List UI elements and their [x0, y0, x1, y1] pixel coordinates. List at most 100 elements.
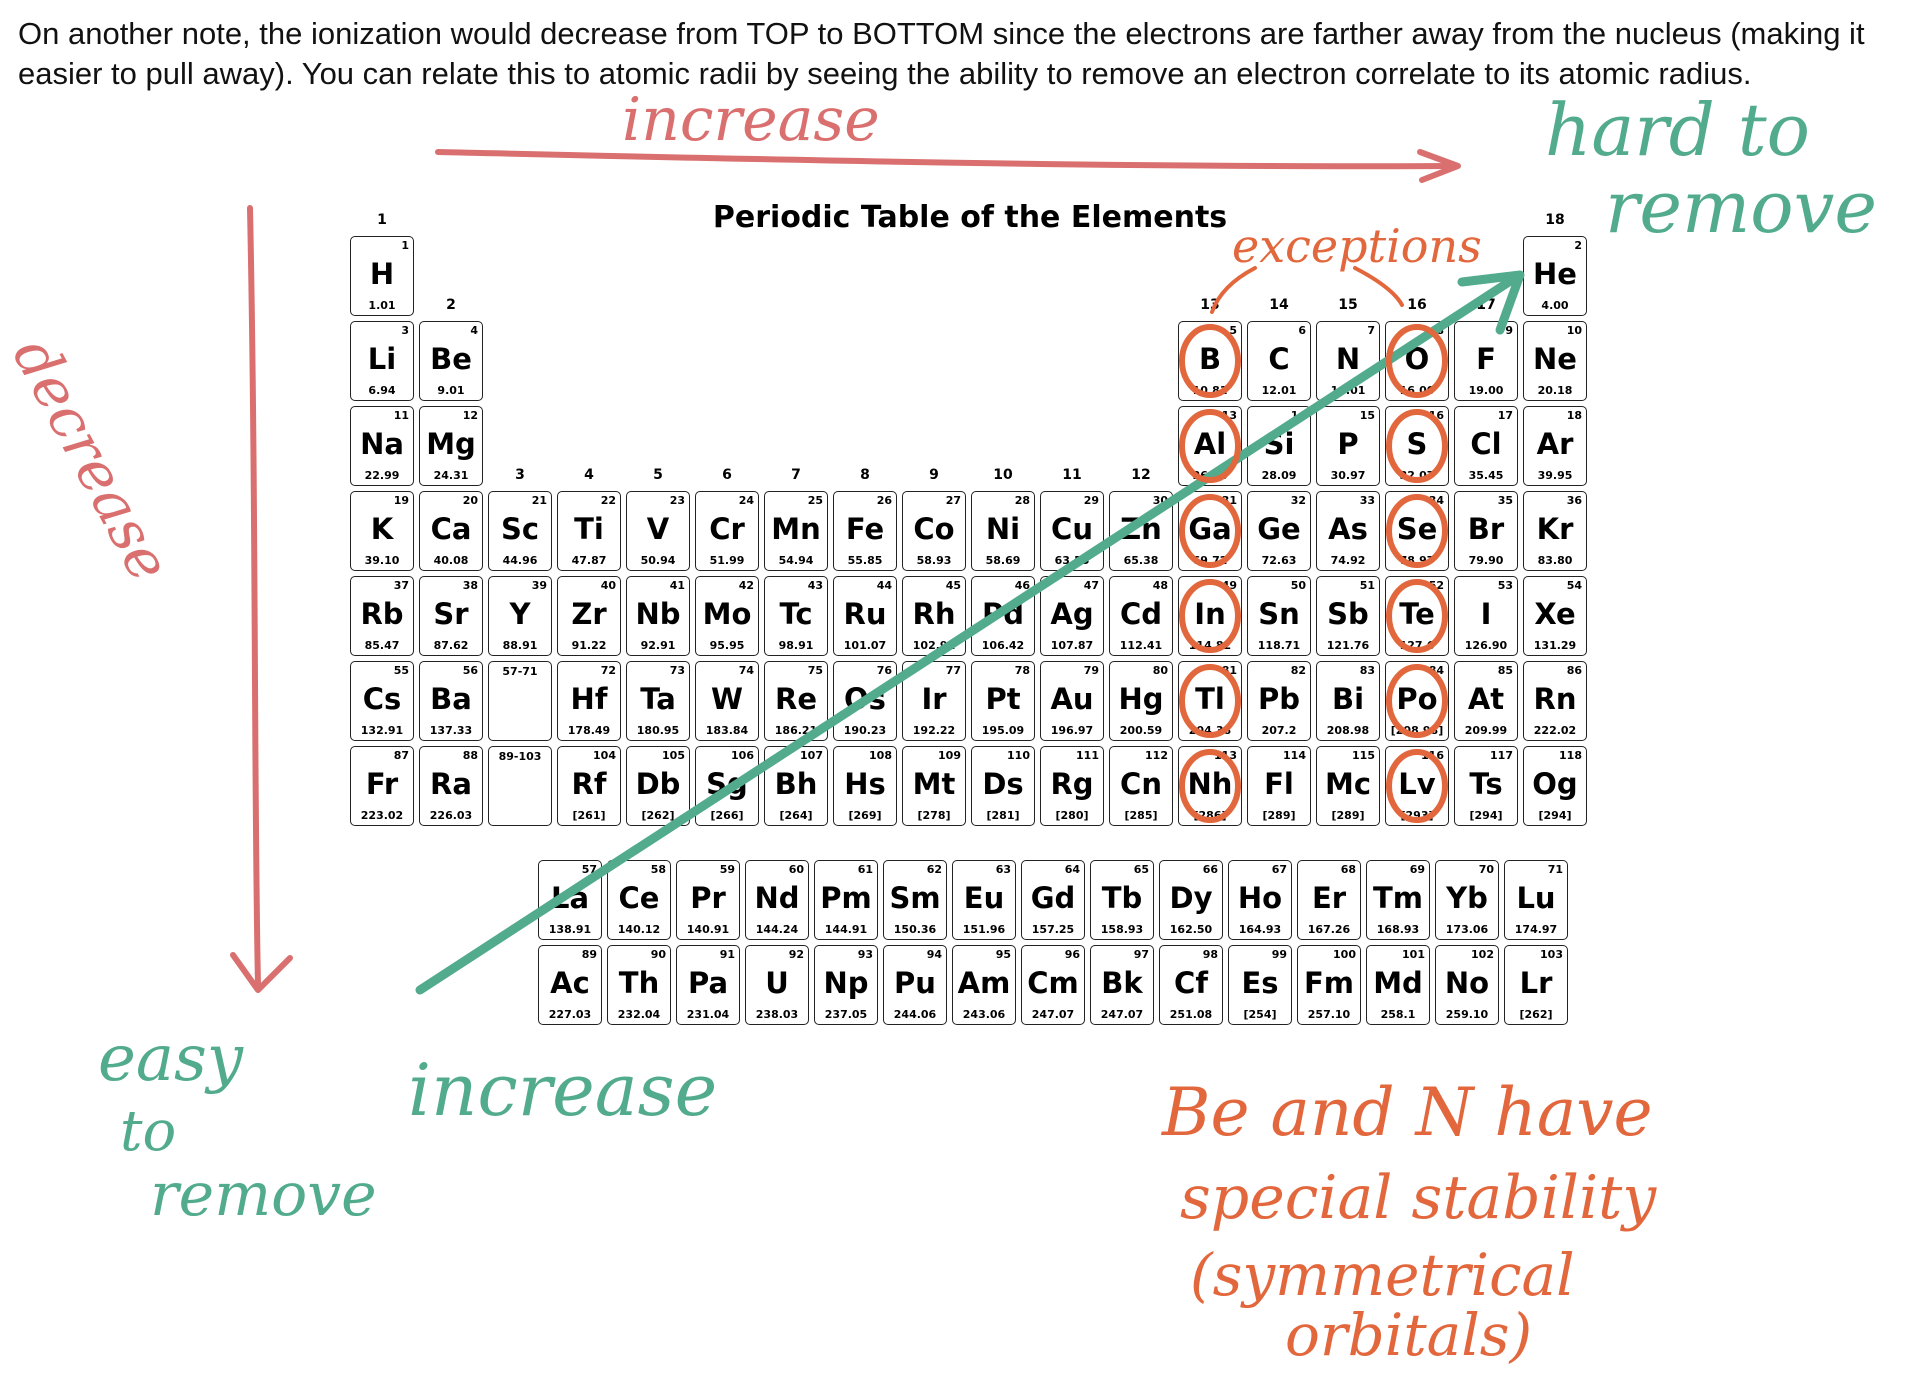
atomic-number: 24 — [738, 494, 754, 507]
atomic-mass: 39.10 — [364, 554, 400, 567]
element-symbol: Ir — [921, 682, 947, 716]
to-label: to — [120, 1099, 176, 1164]
element-rf: 104 Rf [261] — [557, 746, 621, 826]
atomic-number: 72 — [600, 664, 616, 677]
atomic-number: 32 — [1290, 494, 1306, 507]
atomic-mass: 157.25 — [1031, 923, 1075, 936]
symmetrical-label: (symmetrical — [1190, 1241, 1575, 1309]
increase-diagonal-arrow — [415, 273, 1520, 995]
atomic-mass: [262] — [1519, 1008, 1553, 1021]
decrease-left-label: decrease — [0, 327, 184, 593]
element-cf: 98 Cf 251.08 — [1159, 945, 1223, 1025]
element-symbol: V — [646, 512, 670, 546]
element-symbol: Hs — [844, 767, 886, 801]
atomic-mass: 121.76 — [1326, 639, 1370, 652]
element-symbol: Db — [635, 767, 681, 801]
element-cs: 55 Cs 132.91 — [350, 661, 414, 741]
circle-s — [1386, 409, 1448, 483]
atomic-number: 18 — [1566, 409, 1582, 422]
element-symbol: H — [369, 257, 395, 291]
element-mg: 12 Mg 24.31 — [419, 406, 483, 486]
atomic-number: 83 — [1359, 664, 1375, 677]
atomic-mass: 87.62 — [433, 639, 469, 652]
element-symbol: Mg — [426, 427, 476, 461]
atomic-number: 60 — [788, 863, 804, 876]
element-tm: 69 Tm 168.93 — [1366, 860, 1430, 940]
atomic-number: 5 — [1229, 324, 1237, 337]
table-title: Periodic Table of the Elements — [712, 200, 1228, 235]
atomic-mass: 178.49 — [567, 724, 611, 737]
atomic-mass: 209.99 — [1464, 724, 1508, 737]
atomic-number: 115 — [1352, 749, 1375, 762]
decrease-arrow — [247, 205, 261, 988]
element-kr: 36 Kr 83.80 — [1523, 491, 1587, 571]
atomic-number: 110 — [1007, 749, 1030, 762]
element-symbol: Mt — [912, 767, 956, 801]
atomic-number: 59 — [719, 863, 735, 876]
element-symbol: Ba — [430, 682, 472, 716]
group-label-12: 12 — [1131, 467, 1151, 483]
atomic-mass: 39.95 — [1537, 469, 1573, 482]
element-cd: 48 Cd 112.41 — [1109, 576, 1173, 656]
group-label-1: 1 — [377, 212, 387, 228]
element-fl: 114 Fl [289] — [1247, 746, 1311, 826]
element-symbol: Ti — [574, 512, 604, 546]
atomic-mass: 30.97 — [1330, 469, 1366, 482]
element-symbol: Na — [360, 427, 404, 461]
element-symbol: Cr — [709, 512, 745, 546]
atomic-number: 98 — [1202, 948, 1218, 961]
atomic-mass: 196.97 — [1050, 724, 1094, 737]
atomic-mass: 131.29 — [1533, 639, 1577, 652]
element-symbol: Pt — [985, 682, 1021, 716]
atomic-number: 20 — [462, 494, 478, 507]
element-pm: 61 Pm 144.91 — [814, 860, 878, 940]
atomic-mass: 200.59 — [1119, 724, 1163, 737]
remove-top-label: remove — [1605, 165, 1877, 249]
atomic-mass: [266] — [710, 809, 744, 822]
element-og: 118 Og [294] — [1523, 746, 1587, 826]
atomic-number: 118 — [1559, 749, 1582, 762]
atomic-number: 109 — [938, 749, 961, 762]
atomic-number: 46 — [1014, 579, 1030, 592]
element-re: 75 Re 186.21 — [764, 661, 828, 741]
atomic-number: 45 — [945, 579, 961, 592]
atomic-mass: [262] — [641, 809, 675, 822]
atomic-mass: [294] — [1538, 809, 1572, 822]
element-symbol: Hg — [1118, 682, 1164, 716]
atomic-number: 56 — [462, 664, 478, 677]
atomic-number: 40 — [600, 579, 616, 592]
element-symbol: Tb — [1101, 881, 1143, 915]
element-symbol: Ac — [550, 966, 590, 1000]
element-symbol: Nb — [635, 597, 681, 631]
element-symbol: Mc — [1324, 767, 1372, 801]
atomic-mass: 65.38 — [1123, 554, 1159, 567]
element-sn: 50 Sn 118.71 — [1247, 576, 1311, 656]
atomic-number: 50 — [1290, 579, 1306, 592]
element-zr: 40 Zr 91.22 — [557, 576, 621, 656]
element-cr: 24 Cr 51.99 — [695, 491, 759, 571]
circle-in — [1179, 579, 1241, 653]
element-rb: 37 Rb 85.47 — [350, 576, 414, 656]
element-nd: 60 Nd 144.24 — [745, 860, 809, 940]
element-er: 68 Er 167.26 — [1297, 860, 1361, 940]
element-p: 15 P 30.97 — [1316, 406, 1380, 486]
element-symbol: Cn — [1120, 767, 1162, 801]
group-label-3: 3 — [515, 467, 525, 483]
element-ho: 67 Ho 164.93 — [1228, 860, 1292, 940]
circle-tl — [1179, 664, 1241, 738]
element-symbol: Ru — [843, 597, 887, 631]
element-symbol: Hf — [570, 682, 608, 716]
atomic-mass: 28.09 — [1261, 469, 1297, 482]
element-symbol: I — [1480, 597, 1492, 631]
atomic-mass: 167.26 — [1307, 923, 1351, 936]
atomic-mass: 251.08 — [1169, 1008, 1213, 1021]
atomic-mass: 232.04 — [617, 1008, 661, 1021]
element-symbol: Ga — [1188, 512, 1232, 546]
element-symbol: Sn — [1258, 597, 1300, 631]
atomic-mass: 257.10 — [1307, 1008, 1351, 1021]
atomic-number: 79 — [1083, 664, 1099, 677]
atomic-mass: 180.95 — [636, 724, 680, 737]
atomic-number: 9 — [1505, 324, 1513, 337]
group-label-16: 16 — [1407, 297, 1427, 313]
increase-arrow-head — [1417, 149, 1461, 183]
